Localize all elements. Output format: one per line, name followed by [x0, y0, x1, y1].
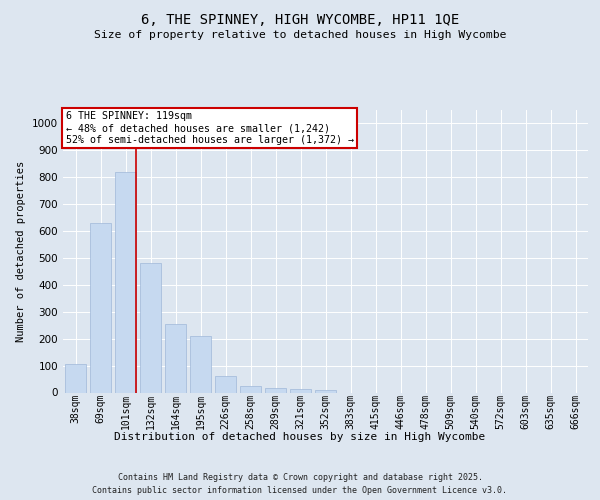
Bar	[240, 386, 261, 392]
Bar	[315, 390, 336, 392]
Text: Size of property relative to detached houses in High Wycombe: Size of property relative to detached ho…	[94, 30, 506, 40]
Bar	[115, 172, 136, 392]
Bar	[190, 336, 211, 392]
Bar	[90, 223, 111, 392]
Bar	[140, 264, 161, 392]
Text: 6, THE SPINNEY, HIGH WYCOMBE, HP11 1QE: 6, THE SPINNEY, HIGH WYCOMBE, HP11 1QE	[141, 12, 459, 26]
Bar	[65, 364, 86, 392]
Text: Contains HM Land Registry data © Crown copyright and database right 2025.: Contains HM Land Registry data © Crown c…	[118, 472, 482, 482]
Bar	[165, 324, 186, 392]
Text: Distribution of detached houses by size in High Wycombe: Distribution of detached houses by size …	[115, 432, 485, 442]
Y-axis label: Number of detached properties: Number of detached properties	[16, 160, 26, 342]
Text: 6 THE SPINNEY: 119sqm
← 48% of detached houses are smaller (1,242)
52% of semi-d: 6 THE SPINNEY: 119sqm ← 48% of detached …	[65, 112, 353, 144]
Text: Contains public sector information licensed under the Open Government Licence v3: Contains public sector information licen…	[92, 486, 508, 495]
Bar	[290, 390, 311, 392]
Bar	[215, 376, 236, 392]
Bar	[265, 388, 286, 392]
